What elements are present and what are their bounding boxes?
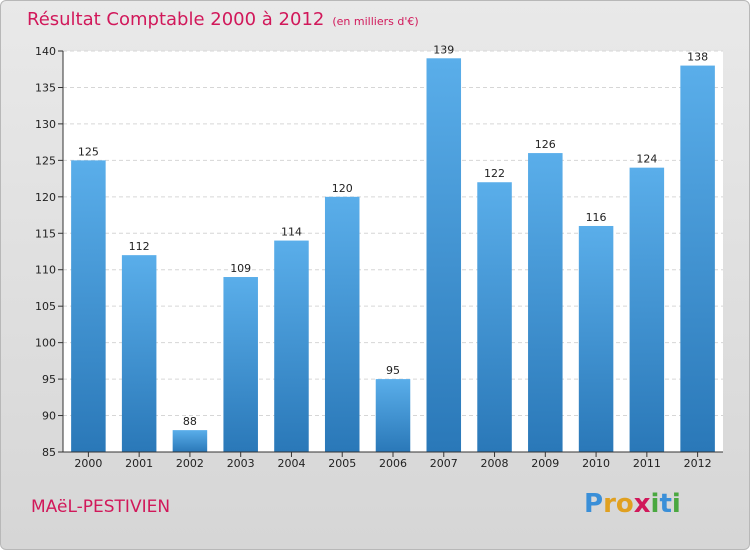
bar-2012 xyxy=(680,65,715,452)
bar-2009 xyxy=(528,153,563,452)
brand-letter: r xyxy=(603,489,616,519)
y-tick-label: 140 xyxy=(35,45,56,58)
x-tick-label-2005: 2005 xyxy=(328,457,356,470)
y-tick-label: 85 xyxy=(42,446,56,459)
bar-2005 xyxy=(324,196,360,452)
x-tick-label-2007: 2007 xyxy=(430,457,458,470)
bar-2010 xyxy=(578,225,614,452)
x-tick-label-2008: 2008 xyxy=(481,457,509,470)
y-tick-label: 125 xyxy=(35,154,56,167)
x-tick-label-2000: 2000 xyxy=(74,457,102,470)
value-label-2006: 95 xyxy=(386,364,400,377)
value-label-2001: 112 xyxy=(129,240,150,253)
value-label-2005: 120 xyxy=(332,182,353,195)
chart-title: Résultat Comptable 2000 à 2012 (en millie… xyxy=(27,9,419,30)
value-label-2004: 114 xyxy=(281,226,302,239)
y-tick-label: 135 xyxy=(35,81,56,94)
y-tick-label: 110 xyxy=(35,264,56,277)
y-tick-label: 95 xyxy=(42,373,56,386)
value-label-2000: 125 xyxy=(78,145,99,158)
bar-2001 xyxy=(121,255,157,452)
chart-subtitle: (en milliers d'€) xyxy=(332,15,419,28)
proxiti-logo: Proxiti xyxy=(584,489,681,519)
bar-2011 xyxy=(629,167,665,452)
town-name: MAëL-PESTIVIEN xyxy=(31,497,171,517)
value-label-2002: 88 xyxy=(183,415,197,428)
brand-letter: x xyxy=(633,489,651,519)
y-tick-label: 90 xyxy=(42,410,56,423)
brand-letter: i xyxy=(650,489,660,519)
chart-title-text: Résultat Comptable 2000 à 2012 xyxy=(27,9,325,30)
y-tick-label: 100 xyxy=(35,337,56,350)
bar-2002 xyxy=(172,430,208,452)
x-tick-label-2004: 2004 xyxy=(277,457,305,470)
y-tick-label: 120 xyxy=(35,191,56,204)
y-tick-label: 105 xyxy=(35,300,56,313)
y-tick-label: 130 xyxy=(35,118,56,131)
value-label-2011: 124 xyxy=(636,153,657,166)
value-label-2008: 122 xyxy=(484,167,505,180)
x-tick-label-2009: 2009 xyxy=(531,457,559,470)
brand-letter: o xyxy=(615,489,634,519)
x-tick-label-2011: 2011 xyxy=(633,457,661,470)
bars xyxy=(71,58,715,453)
brand-letter: P xyxy=(584,489,604,519)
x-tick-label-2010: 2010 xyxy=(582,457,610,470)
bar-2008 xyxy=(477,182,512,452)
bar-2003 xyxy=(223,277,258,452)
bar-2004 xyxy=(274,240,309,452)
x-tick-label-2012: 2012 xyxy=(684,457,712,470)
value-label-2009: 126 xyxy=(535,138,556,151)
x-tick-label-2002: 2002 xyxy=(176,457,204,470)
x-tick-label-2006: 2006 xyxy=(379,457,407,470)
bar-2006 xyxy=(375,379,411,452)
value-label-2012: 138 xyxy=(687,51,708,64)
value-label-2007: 139 xyxy=(433,43,454,56)
y-tick-label: 115 xyxy=(35,227,56,240)
x-tick-label-2003: 2003 xyxy=(227,457,255,470)
value-label-2003: 109 xyxy=(230,262,251,275)
axes xyxy=(58,50,723,457)
brand-letter: t xyxy=(659,489,672,519)
x-tick-label-2001: 2001 xyxy=(125,457,153,470)
bar-2000 xyxy=(71,160,106,452)
labels: 85 90 95 100 105 110 115 120 125 130 135 140 125 2000… xyxy=(35,43,712,470)
brand-letter: i xyxy=(671,489,681,519)
value-label-2010: 116 xyxy=(586,211,607,224)
bar-2007 xyxy=(426,58,462,453)
